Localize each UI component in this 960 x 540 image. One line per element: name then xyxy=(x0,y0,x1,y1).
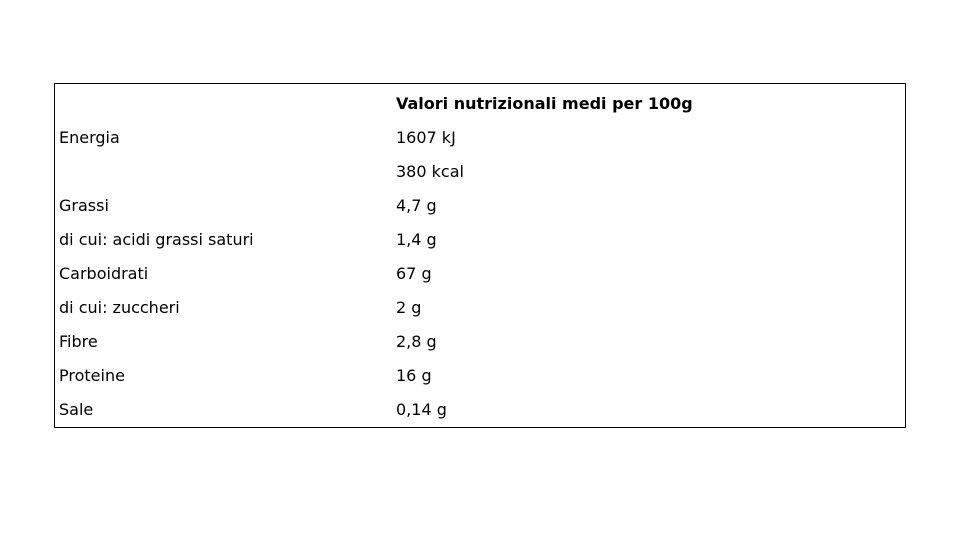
table-header: Valori nutrizionali medi per 100g xyxy=(396,94,693,113)
nutrition-table: Valori nutrizionali medi per 100g Energi… xyxy=(54,83,906,428)
row-value: 1607 kJ xyxy=(396,128,456,147)
row-value: 4,7 g xyxy=(396,196,437,215)
row-label: Fibre xyxy=(59,332,98,351)
row-label: Proteine xyxy=(59,366,125,385)
row-value: 1,4 g xyxy=(396,230,437,249)
row-value: 0,14 g xyxy=(396,400,447,419)
row-label: Carboidrati xyxy=(59,264,149,283)
row-label: di cui: zuccheri xyxy=(59,298,180,317)
row-value: 67 g xyxy=(396,264,432,283)
row-label: Energia xyxy=(59,128,120,147)
row-label: Sale xyxy=(59,400,94,419)
row-label: Grassi xyxy=(59,196,109,215)
row-value: 16 g xyxy=(396,366,432,385)
row-value: 2 g xyxy=(396,298,422,317)
row-value: 380 kcal xyxy=(396,162,464,181)
row-value: 2,8 g xyxy=(396,332,437,351)
row-label: di cui: acidi grassi saturi xyxy=(59,230,254,249)
